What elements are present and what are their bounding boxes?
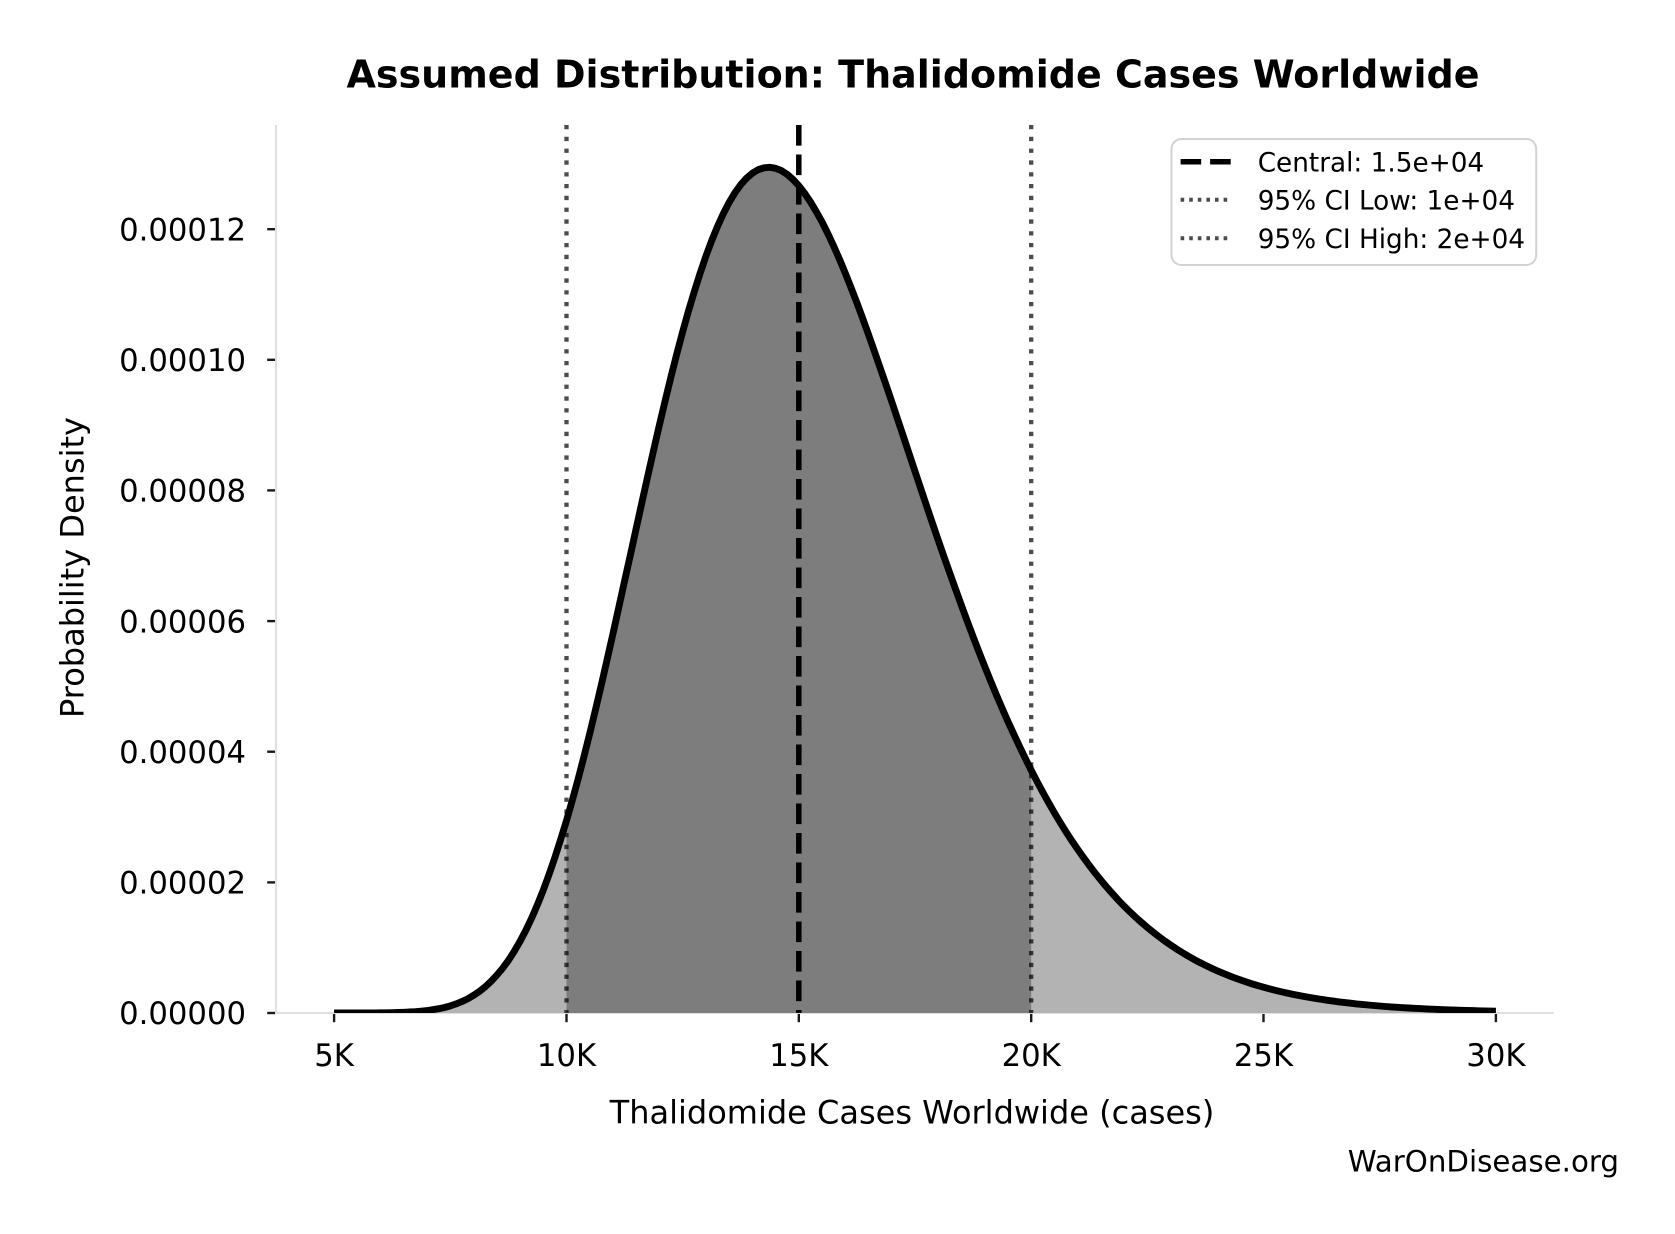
y-ticks: 0.00000 0.00002 0.00004 0.00006 0.00008 0.000… [119, 213, 276, 1032]
y-tick-label: 0.00006 [119, 605, 246, 640]
x-tick-label: 25K [1234, 1039, 1294, 1074]
x-ticks: 5K 10K 15K 20K 25K 30K [314, 1013, 1526, 1074]
plot-series [334, 125, 1496, 1013]
y-tick-label: 0.00002 [119, 867, 246, 902]
x-tick-label: 5K [314, 1039, 355, 1074]
x-tick-label: 30K [1466, 1039, 1526, 1074]
legend-box [1170, 138, 1538, 266]
plot-area: 5K 10K 15K 20K 25K 30K 0.000000.000020.000040… [119, 125, 1554, 1074]
y-tick-label: 0.00010 [119, 344, 246, 379]
y-tick-label: 0.00000 [119, 997, 246, 1032]
y-tick-label: 0.00008 [119, 475, 246, 510]
legend: Central: 1.5e+04 95% CI Low: 1e+04 95% C… [1170, 138, 1538, 266]
legend-central-label: Central: 1.5e+04 [1258, 148, 1484, 178]
chart-title: Assumed Distribution: Thalidomide Cases … [347, 53, 1480, 97]
y-axis-label: Probability Density [54, 417, 92, 718]
y-tick-label: 0.00012 [119, 213, 246, 248]
x-tick-label: 20K [1002, 1039, 1062, 1074]
ci-fill [566, 167, 1032, 1013]
x-tick-label: 15K [769, 1039, 829, 1074]
x-axis-label: Thalidomide Cases Worldwide (cases) [609, 1094, 1215, 1132]
x-tick-label: 10K [537, 1039, 597, 1074]
y-tick-label: 0.00004 [119, 736, 246, 771]
watermark: WarOnDisease.org [1348, 1144, 1619, 1178]
legend-ci-low-label: 95% CI Low: 1e+04 [1258, 186, 1515, 216]
legend-ci-high-label: 95% CI High: 2e+04 [1258, 225, 1525, 255]
density-curve [334, 163, 1496, 1013]
